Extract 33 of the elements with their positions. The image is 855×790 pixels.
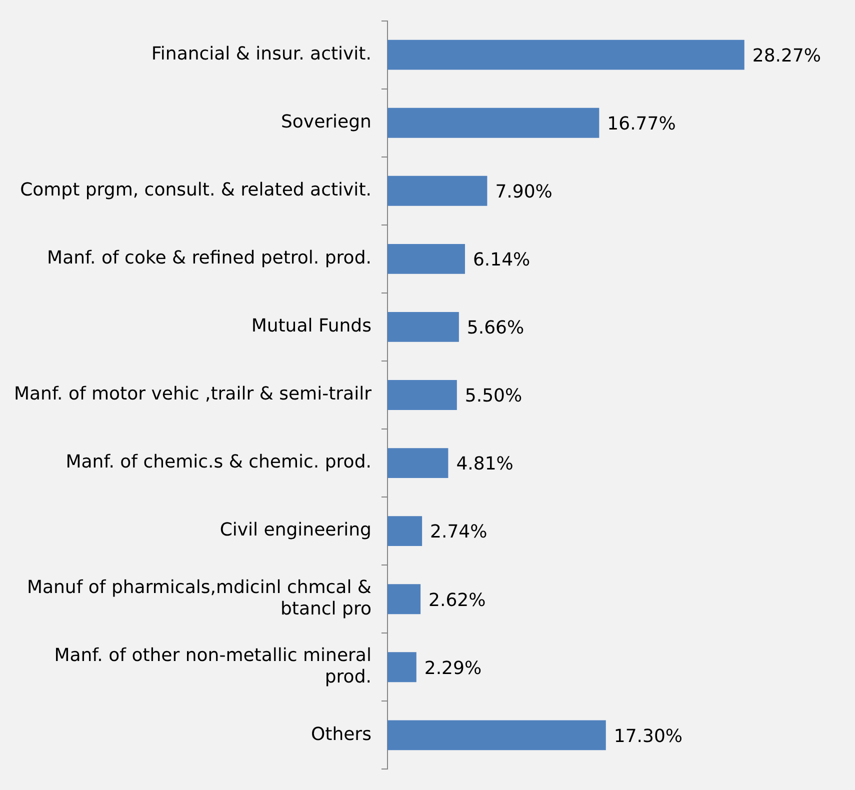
- y-tick-label: Mutual Funds: [251, 316, 372, 337]
- y-tick-label: Manf. of other non-metallic mineral prod.: [54, 645, 372, 688]
- data-label: 7.90%: [495, 182, 552, 203]
- data-label: 17.30%: [614, 726, 683, 747]
- y-tick-label: Manf. of coke & refined petrol. prod.: [47, 248, 372, 269]
- bar: [387, 244, 465, 274]
- data-label: 2.62%: [428, 590, 486, 611]
- data-label: 6.14%: [472, 250, 530, 271]
- bar: [387, 40, 744, 70]
- bar: [387, 584, 421, 614]
- data-label: 4.81%: [456, 454, 514, 475]
- y-tick-label: Manf. of chemic.s & chemic. prod.: [66, 452, 372, 473]
- bar: [387, 448, 448, 478]
- y-tick-label: Manuf of pharmicals,mdicinl chmcal & btancl pro: [26, 576, 372, 620]
- y-tick-label: Manf. of motor vehic ,trailr & semi-trailr: [14, 384, 372, 405]
- y-tick-label: Soveriegn: [280, 112, 372, 133]
- data-label: 5.66%: [466, 318, 524, 339]
- bar: [387, 108, 600, 138]
- bar: [387, 176, 488, 206]
- bar: [387, 516, 422, 546]
- bar: [387, 380, 457, 410]
- y-tick-label: Civil engineering: [220, 520, 372, 541]
- data-label: 28.27%: [752, 45, 822, 66]
- data-label: 2.74%: [430, 522, 488, 543]
- y-tick-label: Compt prgm, consult. & related activit.: [20, 180, 372, 201]
- data-label: 16.77%: [607, 114, 676, 135]
- bar: [387, 312, 459, 342]
- y-tick-label: Financial & insur. activit.: [151, 43, 372, 64]
- bar: [387, 652, 416, 682]
- data-label: 2.29%: [424, 658, 482, 679]
- data-label: 5.50%: [464, 386, 522, 407]
- bar: [387, 720, 606, 750]
- y-tick-label: Others: [310, 724, 372, 745]
